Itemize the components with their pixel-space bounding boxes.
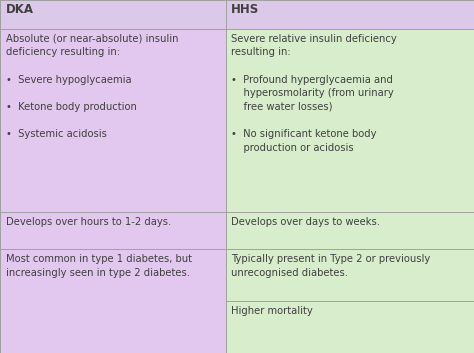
Text: Most common in type 1 diabetes, but
increasingly seen in type 2 diabetes.: Most common in type 1 diabetes, but incr…: [6, 254, 191, 277]
Bar: [226, 301, 474, 353]
Text: Severe relative insulin deficiency
resulting in:

•  Profound hyperglycaemia and: Severe relative insulin deficiency resul…: [231, 34, 397, 152]
Bar: [226, 212, 474, 249]
Text: HHS: HHS: [231, 3, 260, 16]
Bar: [0, 249, 226, 353]
Text: Typically present in Type 2 or previously
unrecognised diabetes.: Typically present in Type 2 or previousl…: [231, 254, 430, 277]
Bar: [0, 0, 226, 29]
Bar: [0, 212, 226, 249]
Bar: [226, 0, 474, 29]
Bar: [0, 29, 226, 212]
Text: Develops over days to weeks.: Develops over days to weeks.: [231, 217, 380, 227]
Text: Absolute (or near-absolute) insulin
deficiency resulting in:

•  Severe hypoglyc: Absolute (or near-absolute) insulin defi…: [6, 34, 178, 139]
Text: DKA: DKA: [6, 3, 34, 16]
Bar: [226, 29, 474, 212]
Text: Higher mortality: Higher mortality: [231, 306, 313, 316]
Text: Develops over hours to 1-2 days.: Develops over hours to 1-2 days.: [6, 217, 171, 227]
Bar: [226, 249, 474, 301]
